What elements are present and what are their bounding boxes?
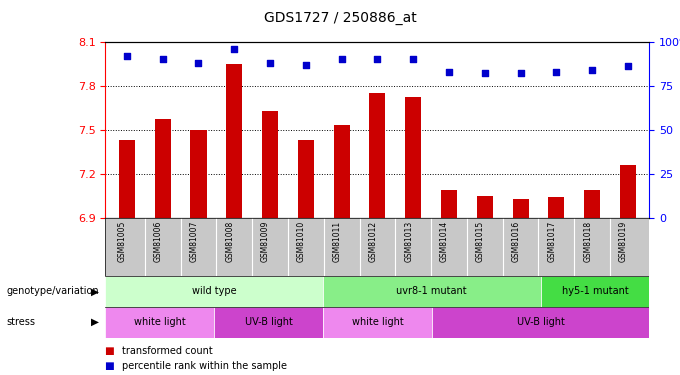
Text: GSM81015: GSM81015	[476, 221, 485, 262]
Bar	[548, 197, 564, 218]
Text: hy5-1 mutant: hy5-1 mutant	[562, 286, 628, 296]
Bar	[154, 120, 171, 218]
Text: stress: stress	[7, 317, 36, 327]
Point	[157, 56, 168, 62]
Text: wild type: wild type	[192, 286, 237, 296]
Point	[122, 53, 133, 59]
Bar	[105, 276, 323, 307]
Text: GSM81017: GSM81017	[547, 221, 556, 262]
Bar	[323, 276, 541, 307]
Text: UV-B light: UV-B light	[245, 317, 292, 327]
Text: GSM81016: GSM81016	[511, 221, 521, 262]
Text: GSM81009: GSM81009	[261, 221, 270, 262]
Bar	[226, 64, 242, 218]
Text: GSM81010: GSM81010	[297, 221, 306, 262]
Text: GSM81006: GSM81006	[154, 221, 163, 262]
Text: white light: white light	[134, 317, 186, 327]
Text: ■: ■	[105, 346, 118, 355]
Text: UV-B light: UV-B light	[517, 317, 564, 327]
Bar	[298, 140, 314, 218]
Point	[336, 56, 347, 62]
Bar	[262, 111, 278, 218]
Text: white light: white light	[352, 317, 403, 327]
Text: ▶: ▶	[90, 317, 99, 327]
Bar	[369, 93, 386, 218]
Bar	[334, 125, 350, 218]
Text: GSM81005: GSM81005	[118, 221, 127, 262]
Point	[622, 63, 633, 69]
Bar	[432, 307, 649, 338]
Point	[228, 46, 239, 52]
Bar	[323, 307, 432, 338]
Text: ■: ■	[105, 361, 118, 370]
Bar	[441, 190, 457, 218]
Bar	[214, 307, 323, 338]
Text: GSM81014: GSM81014	[440, 221, 449, 262]
Text: GSM81018: GSM81018	[583, 221, 592, 262]
Bar	[119, 140, 135, 218]
Point	[587, 67, 598, 73]
Bar	[620, 165, 636, 218]
Text: GSM81011: GSM81011	[333, 221, 341, 262]
Point	[301, 62, 311, 68]
Text: ▶: ▶	[90, 286, 99, 296]
Point	[515, 70, 526, 76]
Text: GSM81007: GSM81007	[190, 221, 199, 262]
Bar	[477, 196, 493, 218]
Point	[193, 60, 204, 66]
Text: percentile rank within the sample: percentile rank within the sample	[122, 361, 288, 370]
Text: GSM81012: GSM81012	[369, 221, 377, 262]
Point	[551, 69, 562, 75]
Text: uvr8-1 mutant: uvr8-1 mutant	[396, 286, 467, 296]
Bar	[584, 190, 600, 218]
Point	[372, 56, 383, 62]
Text: GSM81008: GSM81008	[225, 221, 234, 262]
Bar	[105, 307, 214, 338]
Text: genotype/variation: genotype/variation	[7, 286, 99, 296]
Point	[408, 56, 419, 62]
Text: GSM81019: GSM81019	[619, 221, 628, 262]
Text: GSM81013: GSM81013	[404, 221, 413, 262]
Text: GDS1727 / 250886_at: GDS1727 / 250886_at	[264, 11, 416, 25]
Point	[479, 70, 490, 76]
Text: transformed count: transformed count	[122, 346, 213, 355]
Bar	[190, 130, 207, 218]
Bar	[541, 276, 649, 307]
Point	[443, 69, 454, 75]
Bar	[405, 98, 421, 218]
Point	[265, 60, 275, 66]
Bar	[513, 199, 528, 218]
